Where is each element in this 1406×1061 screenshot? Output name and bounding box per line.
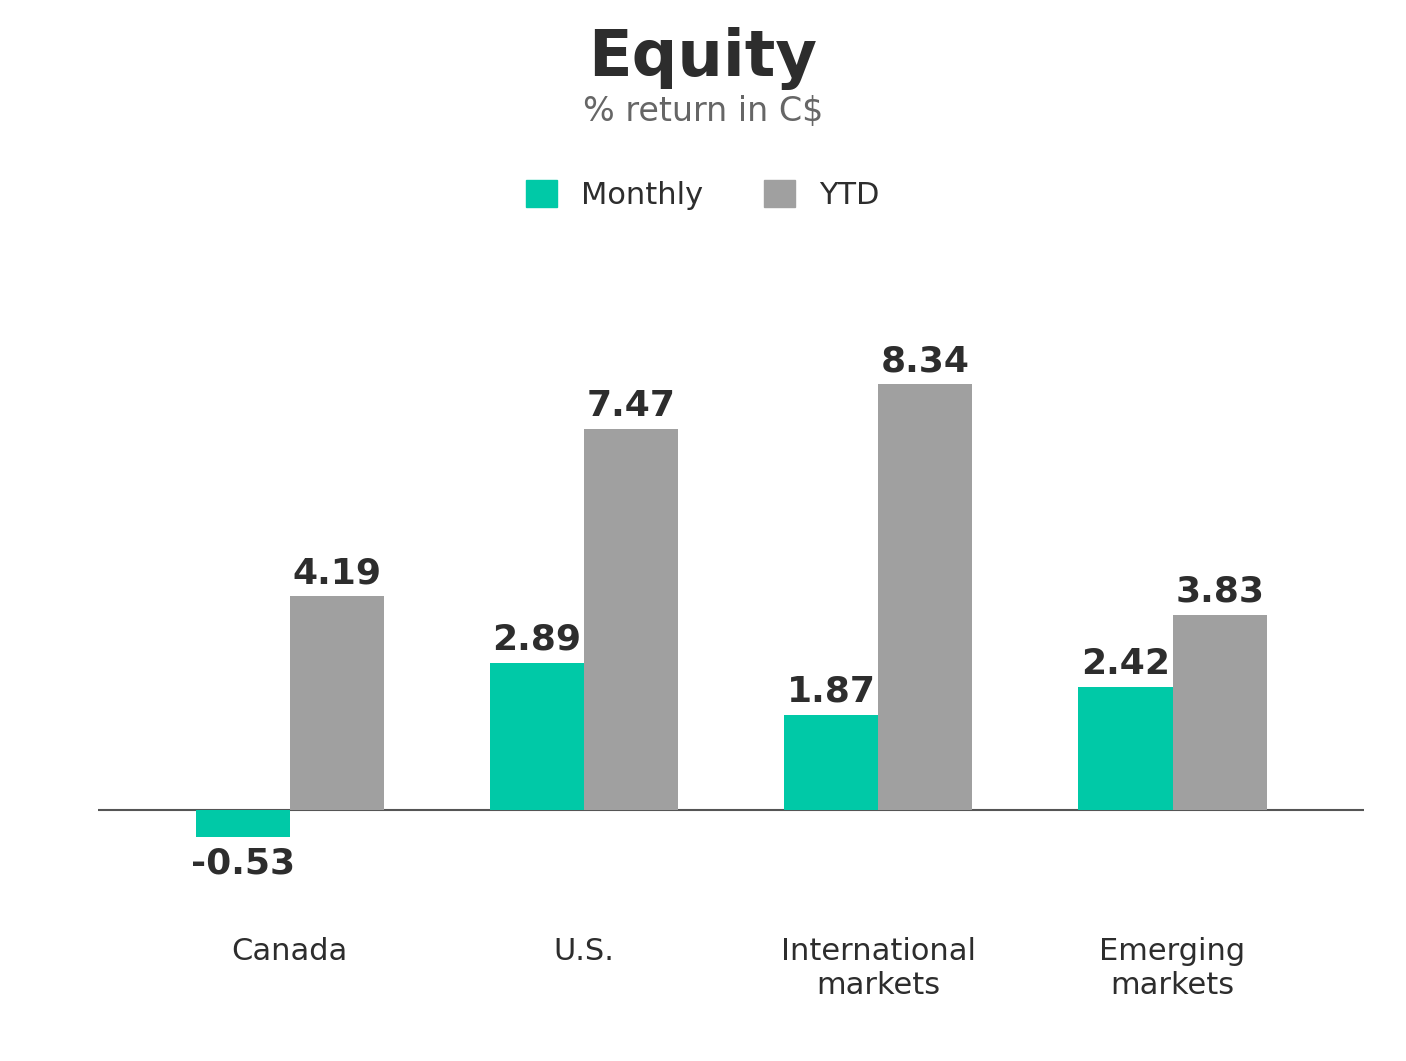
Bar [583,429,678,811]
Text: 4.19: 4.19 [292,556,381,590]
Bar [1078,686,1173,811]
Text: -0.53: -0.53 [191,847,295,881]
Text: 8.34: 8.34 [880,344,970,378]
Bar [195,811,290,837]
Text: 2.89: 2.89 [492,623,582,657]
Bar [785,715,879,811]
Text: 3.83: 3.83 [1175,574,1264,609]
Legend: Monthly, YTD: Monthly, YTD [526,179,880,210]
Text: Equity: Equity [589,27,817,90]
Text: 1.87: 1.87 [787,675,876,709]
Bar [1173,614,1267,811]
Text: 2.42: 2.42 [1081,646,1170,680]
Text: 7.47: 7.47 [586,388,675,422]
Bar [290,596,384,811]
Text: % return in C$: % return in C$ [583,94,823,128]
Bar [879,384,973,811]
Bar [489,663,583,811]
